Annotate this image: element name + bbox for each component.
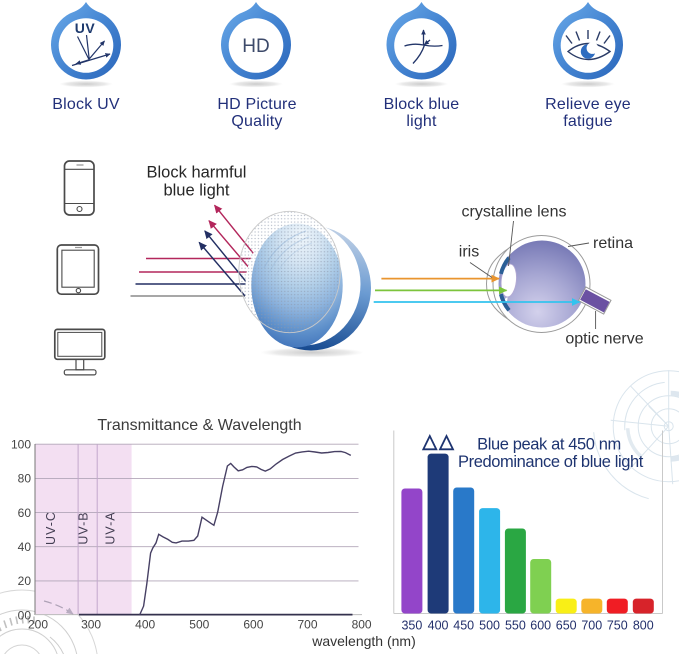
svg-text:100: 100: [11, 438, 31, 452]
svg-text:500: 500: [479, 619, 500, 633]
svg-text:UV-B: UV-B: [77, 511, 91, 544]
svg-text:UV-A: UV-A: [104, 511, 118, 544]
svg-text:200: 200: [28, 618, 48, 632]
svg-text:Relieve eye: Relieve eye: [545, 96, 631, 113]
svg-text:00: 00: [18, 608, 32, 622]
svg-text:retina: retina: [593, 235, 633, 252]
svg-text:20: 20: [18, 574, 32, 588]
svg-text:60: 60: [18, 506, 32, 520]
svg-text:fatigue: fatigue: [563, 113, 612, 130]
svg-text:UV-C: UV-C: [44, 511, 58, 545]
svg-text:600: 600: [243, 618, 263, 632]
svg-text:Predominance of blue light: Predominance of blue light: [458, 453, 644, 471]
svg-text:blue light: blue light: [163, 182, 229, 200]
svg-text:400: 400: [428, 619, 449, 633]
svg-text:800: 800: [352, 618, 372, 632]
svg-text:550: 550: [505, 619, 526, 633]
svg-text:Block UV: Block UV: [52, 96, 120, 113]
svg-text:750: 750: [607, 619, 628, 633]
svg-text:700: 700: [581, 619, 602, 633]
svg-text:80: 80: [18, 472, 32, 486]
svg-text:UV: UV: [75, 20, 96, 36]
svg-text:300: 300: [81, 618, 101, 632]
svg-text:350: 350: [401, 619, 422, 633]
svg-text:450: 450: [453, 619, 474, 633]
svg-text:iris: iris: [459, 244, 479, 261]
svg-text:Quality: Quality: [231, 113, 282, 130]
svg-text:500: 500: [189, 618, 209, 632]
svg-text:light: light: [406, 113, 437, 130]
svg-text:400: 400: [135, 618, 155, 632]
svg-text:800: 800: [633, 619, 654, 633]
svg-text:650: 650: [556, 619, 577, 633]
svg-text:Block harmful: Block harmful: [147, 164, 247, 182]
svg-text:Transmittance & Wavelength: Transmittance & Wavelength: [97, 417, 301, 434]
svg-text:600: 600: [530, 619, 551, 633]
svg-text:crystalline lens: crystalline lens: [462, 204, 567, 221]
svg-text:40: 40: [18, 540, 32, 554]
svg-text:HD Picture: HD Picture: [217, 96, 296, 113]
svg-text:optic nerve: optic nerve: [565, 331, 643, 348]
svg-text:700: 700: [297, 618, 317, 632]
svg-text:Block blue: Block blue: [384, 96, 460, 113]
svg-text:Blue peak at 450 nm: Blue peak at 450 nm: [477, 436, 621, 454]
svg-text:HD: HD: [242, 36, 269, 57]
svg-text:wavelength (nm): wavelength (nm): [311, 633, 416, 649]
